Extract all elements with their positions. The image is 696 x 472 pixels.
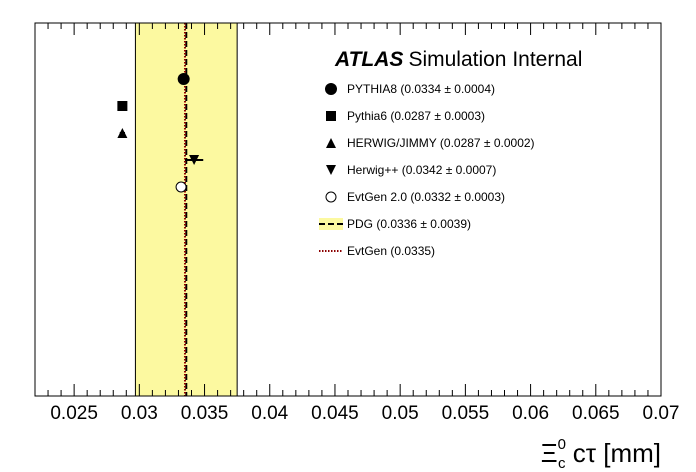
x-axis-label-superscript: 0: [558, 436, 566, 453]
legend-marker-3: [326, 165, 336, 175]
legend-marker-4: [325, 191, 337, 203]
x-tick-label-7: 0.06: [512, 403, 549, 424]
atlas-label-rest: Simulation Internal: [408, 48, 582, 71]
x-tick-label-3: 0.04: [251, 403, 288, 424]
data-point-0: [177, 73, 190, 85]
legend-entry-0: PYTHIA8 (0.0334 ± 0.0004): [347, 82, 495, 96]
x-tick-label-5: 0.05: [382, 403, 419, 424]
data-point-3: [189, 155, 200, 165]
x-axis-label-rest: cτ [mm]: [566, 438, 661, 468]
data-point-2: [117, 128, 128, 138]
x-axis-label-subscript: c: [558, 455, 566, 472]
x-axis-label: Ξ0 c cτ [mm]: [541, 436, 661, 472]
x-tick-label-9: 0.07: [643, 403, 680, 424]
legend-entry-2: HERWIG/JIMMY (0.0287 ± 0.0002): [347, 136, 535, 150]
data-point-4: [175, 181, 187, 193]
legend: PYTHIA8 (0.0334 ± 0.0004) Pythia6 (0.0287…: [319, 82, 535, 258]
x-tick-label-2: 0.035: [181, 403, 229, 424]
x-axis-ticks: [34, 23, 662, 396]
atlas-label-bold: ATLAS: [334, 48, 403, 71]
legend-entry-1: Pythia6 (0.0287 ± 0.0003): [347, 109, 485, 123]
atlas-label: ATLAS Simulation Internal: [334, 48, 582, 71]
x-tick-label-4: 0.045: [311, 403, 359, 424]
x-tick-label-8: 0.065: [572, 403, 620, 424]
x-tick-label-1: 0.03: [121, 403, 158, 424]
legend-entry-3: Herwig++ (0.0342 ± 0.0007): [347, 163, 496, 177]
legend-marker-2: [326, 138, 336, 148]
plot-frame: [34, 22, 662, 397]
legend-band-entry-0: PDG (0.0336 ± 0.0039): [347, 217, 471, 231]
x-tick-label-6: 0.055: [442, 403, 490, 424]
legend-line-entry-0: EvtGen (0.0335): [347, 244, 435, 258]
data-point-layer: [117, 73, 204, 193]
legend-marker-1: [326, 111, 336, 121]
band-layer: [134, 22, 238, 397]
x-axis-label-symbol: Ξ: [541, 438, 558, 468]
data-point-1: [117, 101, 128, 111]
legend-entry-4: EvtGen 2.0 (0.0332 ± 0.0003): [347, 190, 505, 204]
x-tick-label-0: 0.025: [50, 403, 98, 424]
legend-marker-0: [325, 83, 337, 95]
x-axis-tick-labels: 0.025 0.03 0.035 0.04 0.045 0.05 0.055 0.06 0.06…: [50, 403, 679, 424]
